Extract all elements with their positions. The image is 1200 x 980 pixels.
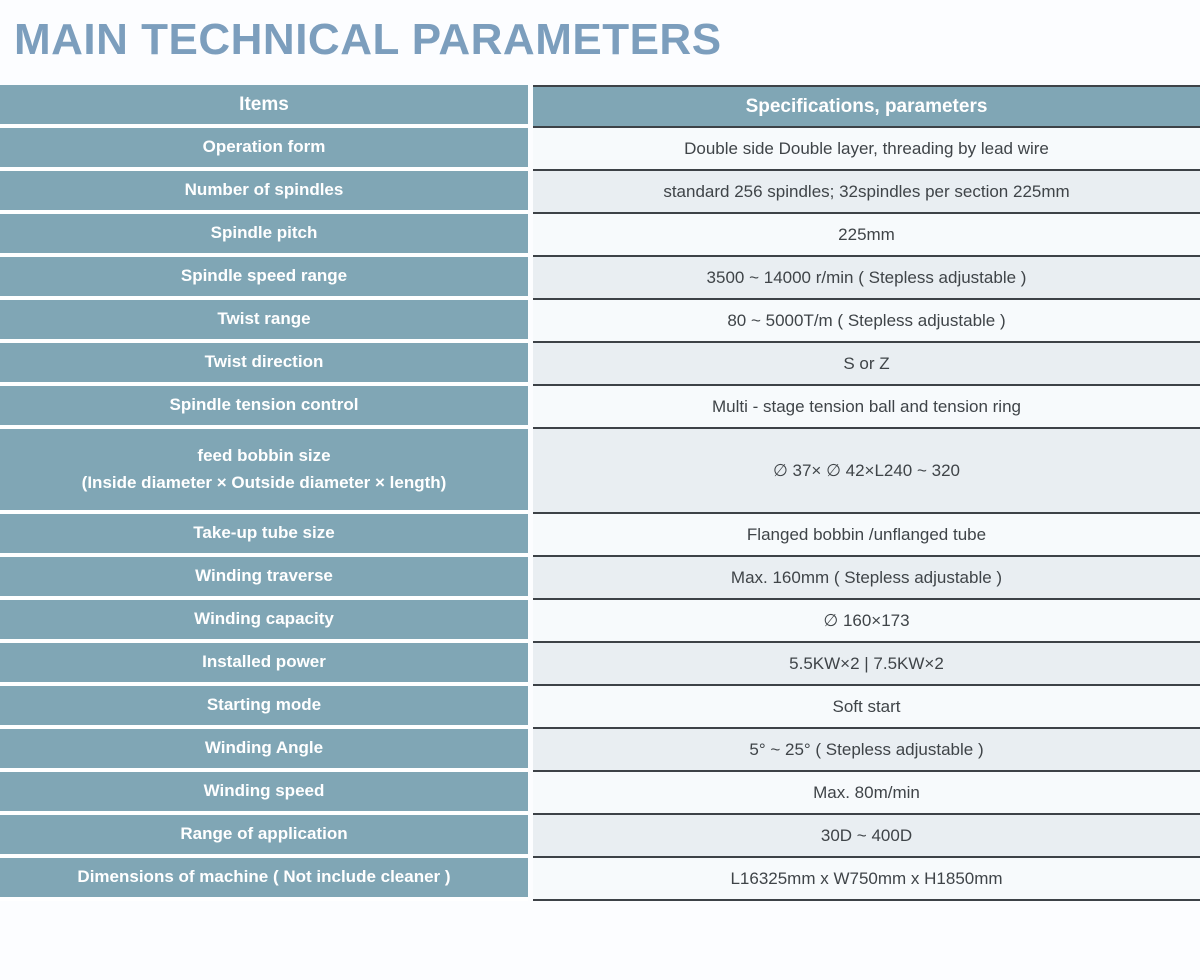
row-label: Operation form xyxy=(0,128,528,171)
table-row: Dimensions of machine ( Not include clea… xyxy=(0,858,1200,901)
row-value: standard 256 spindles; 32spindles per se… xyxy=(533,171,1200,214)
table-row: Spindle speed range 3500 ~ 14000 r/min ( … xyxy=(0,257,1200,300)
table-header-row: Items Specifications, parameters xyxy=(0,85,1200,128)
row-value: ∅ 37× ∅ 42×L240 ~ 320 xyxy=(533,429,1200,514)
row-label-line: Winding traverse xyxy=(195,566,333,586)
header-specs-cell: Specifications, parameters xyxy=(533,85,1200,128)
table-row: Winding Angle 5° ~ 25° ( Stepless adjusta… xyxy=(0,729,1200,772)
row-label: Starting mode xyxy=(0,686,528,729)
row-label: Twist direction xyxy=(0,343,528,386)
row-label-line: (Inside diameter × Outside diameter × le… xyxy=(81,472,447,492)
row-label-line: Dimensions of machine ( Not include clea… xyxy=(77,867,451,887)
row-label-line: Number of spindles xyxy=(184,180,344,200)
row-value: 5.5KW×2 | 7.5KW×2 xyxy=(533,643,1200,686)
row-label-line: Operation form xyxy=(202,137,326,157)
row-label-line: Spindle speed range xyxy=(180,266,348,286)
row-value: 3500 ~ 14000 r/min ( Stepless adjustable… xyxy=(533,257,1200,300)
row-label: Twist range xyxy=(0,300,528,343)
row-value: 5° ~ 25° ( Stepless adjustable ) xyxy=(533,729,1200,772)
row-value: 80 ~ 5000T/m ( Stepless adjustable ) xyxy=(533,300,1200,343)
row-label: Installed power xyxy=(0,643,528,686)
table-row: Range of application 30D ~ 400D xyxy=(0,815,1200,858)
row-label-line: Winding capacity xyxy=(194,609,334,629)
row-label-line: Starting mode xyxy=(206,695,322,715)
table-row: Operation form Double side Double layer, … xyxy=(0,128,1200,171)
row-label: Dimensions of machine ( Not include clea… xyxy=(0,858,528,901)
row-label: Winding Angle xyxy=(0,729,528,772)
row-value: Soft start xyxy=(533,686,1200,729)
row-label: feed bobbin size (Inside diameter × Outsi… xyxy=(0,429,528,514)
table-row: Twist direction S or Z xyxy=(0,343,1200,386)
row-label-line: feed bobbin size xyxy=(197,446,331,466)
row-value: Flanged bobbin /unflanged tube xyxy=(533,514,1200,557)
table-row: Spindle pitch 225mm xyxy=(0,214,1200,257)
row-value: 225mm xyxy=(533,214,1200,257)
table-row: Spindle tension control Multi - stage ten… xyxy=(0,386,1200,429)
row-label-line: Range of application xyxy=(180,824,348,844)
table-row: Take-up tube size Flanged bobbin /unflang… xyxy=(0,514,1200,557)
table-row: Winding traverse Max. 160mm ( Stepless ad… xyxy=(0,557,1200,600)
row-label-line: Winding speed xyxy=(203,781,325,801)
row-label-line: Installed power xyxy=(202,652,326,672)
row-label: Spindle pitch xyxy=(0,214,528,257)
page-title: MAIN TECHNICAL PARAMETERS xyxy=(14,15,722,64)
row-value: ∅ 160×173 xyxy=(533,600,1200,643)
table-row: Winding speed Max. 80m/min xyxy=(0,772,1200,815)
table-row: Twist range 80 ~ 5000T/m ( Stepless adjus… xyxy=(0,300,1200,343)
parameters-table-body: Operation form Double side Double layer, … xyxy=(0,128,1200,901)
row-label: Winding speed xyxy=(0,772,528,815)
row-label: Winding traverse xyxy=(0,557,528,600)
table-row: Number of spindles standard 256 spindles;… xyxy=(0,171,1200,214)
row-value: Max. 160mm ( Stepless adjustable ) xyxy=(533,557,1200,600)
row-value: Max. 80m/min xyxy=(533,772,1200,815)
table-row: Installed power 5.5KW×2 | 7.5KW×2 xyxy=(0,643,1200,686)
row-label-line: Spindle tension control xyxy=(169,395,359,415)
row-label: Spindle speed range xyxy=(0,257,528,300)
table-row: Starting mode Soft start xyxy=(0,686,1200,729)
row-label-line: Winding Angle xyxy=(204,738,324,758)
table-row: feed bobbin size (Inside diameter × Outsi… xyxy=(0,429,1200,514)
row-label-line: Spindle pitch xyxy=(210,223,318,243)
row-label: Take-up tube size xyxy=(0,514,528,557)
parameters-table: Items Specifications, parameters Operati… xyxy=(0,85,1200,901)
row-label: Number of spindles xyxy=(0,171,528,214)
row-value: 30D ~ 400D xyxy=(533,815,1200,858)
row-label: Winding capacity xyxy=(0,600,528,643)
table-row: Winding capacity ∅ 160×173 xyxy=(0,600,1200,643)
row-label: Range of application xyxy=(0,815,528,858)
row-value: L16325mm x W750mm x H1850mm xyxy=(533,858,1200,901)
row-value: Double side Double layer, threading by l… xyxy=(533,128,1200,171)
row-label-line: Twist direction xyxy=(204,352,324,372)
header-items-cell: Items xyxy=(0,85,528,128)
row-label-line: Twist range xyxy=(217,309,311,329)
row-value: S or Z xyxy=(533,343,1200,386)
row-label-line: Take-up tube size xyxy=(193,523,335,543)
row-value: Multi - stage tension ball and tension r… xyxy=(533,386,1200,429)
row-label: Spindle tension control xyxy=(0,386,528,429)
